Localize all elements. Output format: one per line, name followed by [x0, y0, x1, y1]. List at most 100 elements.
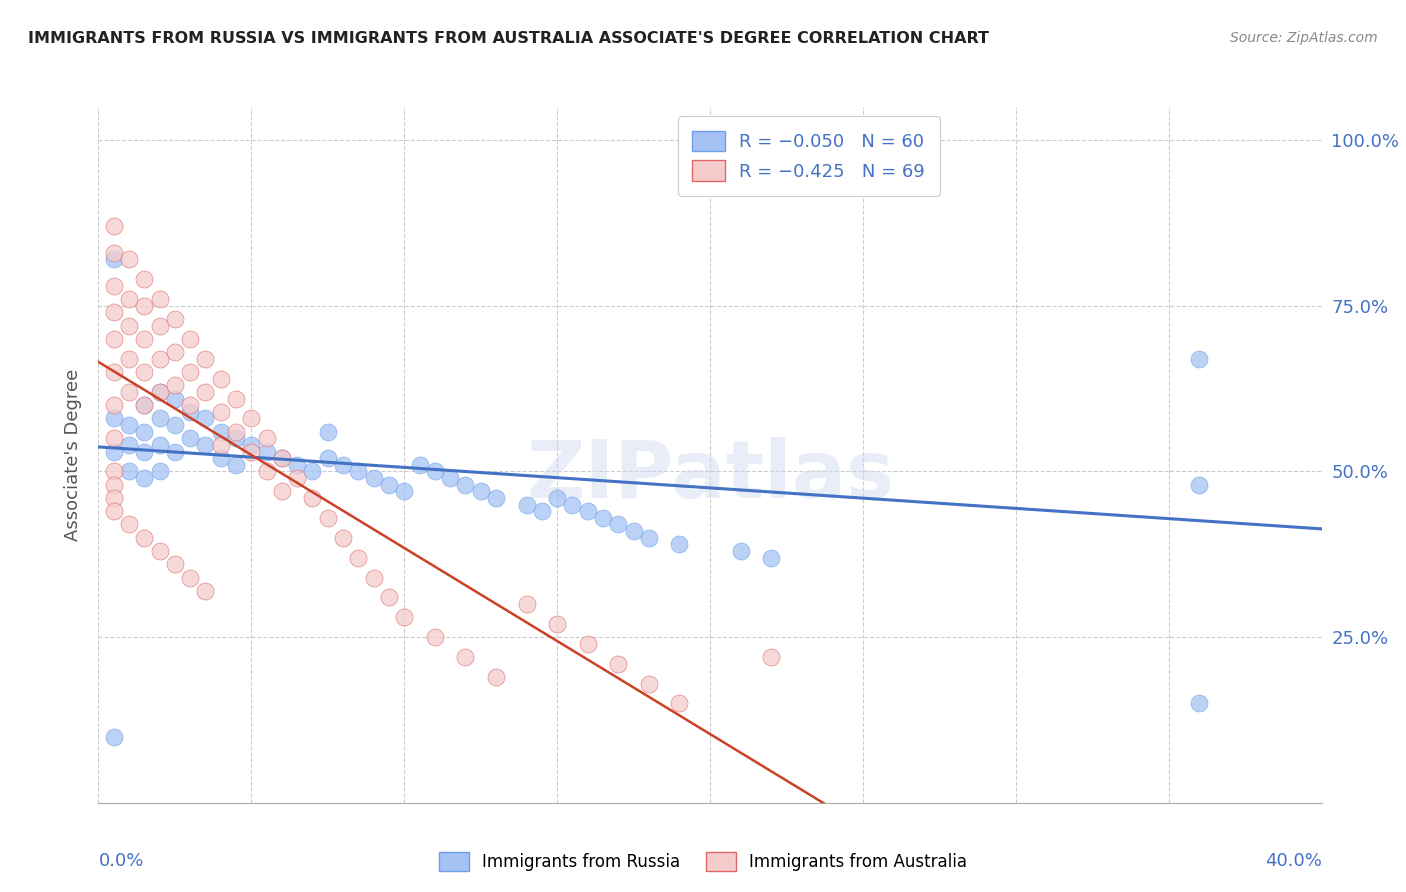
Point	[163, 558, 186, 572]
Point	[240, 438, 263, 452]
Point	[149, 384, 172, 399]
Point	[225, 458, 247, 472]
Point	[912, 166, 935, 180]
Point	[607, 657, 630, 671]
Point	[118, 418, 141, 433]
Point	[1188, 477, 1211, 491]
Point	[134, 425, 156, 439]
Point	[637, 531, 661, 545]
Point	[1188, 697, 1211, 711]
Point	[316, 451, 339, 466]
Point	[134, 471, 156, 485]
Point	[149, 544, 172, 558]
Point	[103, 219, 125, 234]
Point	[470, 484, 492, 499]
Point	[270, 484, 292, 499]
Point	[316, 511, 339, 525]
Point	[179, 332, 201, 346]
Point	[561, 498, 583, 512]
Point	[103, 477, 125, 491]
Point	[118, 318, 141, 333]
Point	[546, 491, 568, 505]
Legend: Immigrants from Russia, Immigrants from Australia: Immigrants from Russia, Immigrants from …	[430, 843, 976, 880]
Text: 0.0%: 0.0%	[98, 852, 143, 870]
Point	[103, 398, 125, 412]
Text: Source: ZipAtlas.com: Source: ZipAtlas.com	[1230, 31, 1378, 45]
Point	[225, 431, 247, 445]
Point	[134, 398, 156, 412]
Point	[118, 292, 141, 306]
Point	[103, 252, 125, 267]
Point	[240, 444, 263, 458]
Point	[209, 405, 232, 419]
Point	[103, 730, 125, 744]
Point	[118, 351, 141, 366]
Point	[149, 438, 172, 452]
Point	[103, 279, 125, 293]
Point	[134, 272, 156, 286]
Point	[194, 351, 217, 366]
Point	[285, 458, 308, 472]
Point	[592, 511, 614, 525]
Point	[134, 398, 156, 412]
Text: 40.0%: 40.0%	[1265, 852, 1322, 870]
Point	[163, 378, 186, 392]
Point	[103, 465, 125, 479]
Point	[134, 332, 156, 346]
Point	[668, 697, 690, 711]
Point	[423, 465, 446, 479]
Point	[270, 451, 292, 466]
Point	[163, 312, 186, 326]
Point	[209, 438, 232, 452]
Point	[149, 411, 172, 425]
Point	[149, 318, 172, 333]
Point	[240, 411, 263, 425]
Point	[301, 465, 323, 479]
Point	[546, 616, 568, 631]
Point	[118, 517, 141, 532]
Point	[576, 504, 599, 518]
Point	[163, 444, 186, 458]
Point	[270, 451, 292, 466]
Point	[516, 597, 538, 611]
Point	[347, 465, 370, 479]
Point	[759, 650, 782, 665]
Point	[730, 544, 752, 558]
Point	[179, 405, 201, 419]
Point	[103, 305, 125, 319]
Point	[149, 384, 172, 399]
Point	[392, 484, 416, 499]
Point	[530, 504, 553, 518]
Point	[194, 411, 217, 425]
Point	[485, 670, 508, 684]
Point	[256, 444, 278, 458]
Point	[225, 425, 247, 439]
Point	[118, 438, 141, 452]
Point	[209, 425, 232, 439]
Point	[316, 425, 339, 439]
Point	[118, 252, 141, 267]
Point	[209, 451, 232, 466]
Point	[363, 570, 385, 584]
Point	[454, 650, 477, 665]
Point	[103, 444, 125, 458]
Point	[454, 477, 477, 491]
Point	[103, 332, 125, 346]
Point	[623, 524, 645, 538]
Point	[759, 550, 782, 565]
Point	[103, 431, 125, 445]
Point	[285, 471, 308, 485]
Y-axis label: Associate's Degree: Associate's Degree	[65, 368, 83, 541]
Point	[363, 471, 385, 485]
Point	[163, 392, 186, 406]
Point	[134, 444, 156, 458]
Text: IMMIGRANTS FROM RUSSIA VS IMMIGRANTS FROM AUSTRALIA ASSOCIATE'S DEGREE CORRELATI: IMMIGRANTS FROM RUSSIA VS IMMIGRANTS FRO…	[28, 31, 988, 46]
Legend: R = −0.050   N = 60, R = −0.425   N = 69: R = −0.050 N = 60, R = −0.425 N = 69	[678, 116, 939, 195]
Point	[485, 491, 508, 505]
Point	[423, 630, 446, 644]
Point	[392, 610, 416, 624]
Point	[163, 345, 186, 359]
Point	[194, 438, 217, 452]
Point	[103, 411, 125, 425]
Point	[516, 498, 538, 512]
